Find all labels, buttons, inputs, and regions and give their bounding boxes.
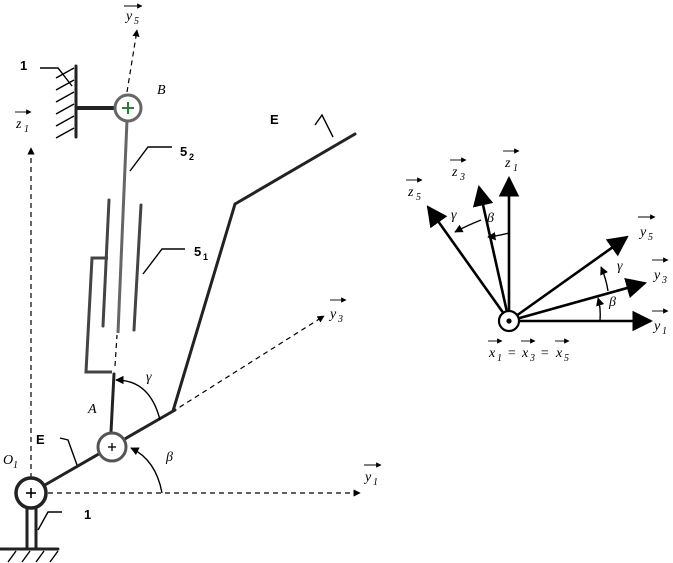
frame-label-z5: z xyxy=(407,185,414,200)
svg-text:x: x xyxy=(521,346,529,361)
frame-label-beta-top: β xyxy=(486,211,494,226)
joint-A xyxy=(96,431,128,463)
frame-label-gamma-right: γ xyxy=(617,259,623,274)
label-y3: y xyxy=(328,307,337,322)
label-point-O1: O xyxy=(3,453,13,468)
arc-gamma xyxy=(115,375,161,421)
frame-label-z1: z xyxy=(504,156,511,171)
frame-label-y3: y xyxy=(652,268,661,283)
label-part-E-top: E xyxy=(270,112,279,127)
label-z1-sub: 1 xyxy=(24,124,29,135)
svg-text:x: x xyxy=(555,346,563,361)
svg-text:1: 1 xyxy=(497,353,502,364)
leader-part-1-bottom xyxy=(37,511,62,531)
label-part-52-sub: 2 xyxy=(189,152,194,162)
link-52-rod-dash xyxy=(114,334,118,367)
frame-label-y1-sub: 1 xyxy=(662,326,667,337)
link-51-guide-right xyxy=(132,203,143,332)
leader-part-E-left xyxy=(59,437,78,466)
joint-B xyxy=(113,93,143,123)
frame-vec-y3 xyxy=(508,278,648,323)
frame-arc-gamma-top xyxy=(454,219,482,233)
svg-text:3: 3 xyxy=(529,353,535,364)
axis-y3 xyxy=(171,315,325,413)
link-52-rod xyxy=(116,119,129,334)
link-51-guide-left xyxy=(101,198,111,328)
link-51-stem xyxy=(109,372,116,434)
frame-arc-beta-right xyxy=(596,297,605,322)
label-y5: y xyxy=(124,9,133,24)
frame-label-y1: y xyxy=(652,319,661,334)
label-part-51: 5 xyxy=(194,244,201,259)
label-point-A: A xyxy=(87,402,97,417)
frame-label-z5-sub: 5 xyxy=(416,192,421,203)
frame-label-z3: z xyxy=(451,165,458,180)
frame-diagram xyxy=(426,175,654,333)
joint-O1 xyxy=(14,476,48,510)
frame-vec-y5 xyxy=(508,235,629,323)
label-part-51-sub: 1 xyxy=(203,252,208,262)
label-part-52: 5 xyxy=(180,144,187,159)
frame-label-y5-sub: 5 xyxy=(648,232,653,243)
frame-arc-beta-top xyxy=(487,231,510,241)
frame-label-gamma-top: γ xyxy=(451,208,457,223)
label-part-E-left: E xyxy=(36,432,45,447)
label-part-1-top: 1 xyxy=(20,58,27,73)
label-beta: β xyxy=(165,450,173,465)
frame-x-equality: x 1 = x 3 = x 5 xyxy=(488,338,570,364)
label-y1-sub: 1 xyxy=(373,477,378,488)
frame-label-y5: y xyxy=(638,225,647,240)
label-z1: z xyxy=(15,117,22,132)
axis-y5 xyxy=(126,29,140,93)
wall-ground-top xyxy=(55,64,118,139)
frame-vec-z3 xyxy=(472,184,511,322)
label-part-1-bottom: 1 xyxy=(84,507,91,522)
svg-text:=: = xyxy=(540,346,549,361)
frame-vec-z5 xyxy=(426,205,511,322)
frame-arc-gamma-right xyxy=(600,266,609,292)
svg-text:5: 5 xyxy=(564,353,569,364)
link-E-arm xyxy=(171,132,357,413)
label-gamma: γ xyxy=(146,370,152,385)
leader-part-1-top xyxy=(40,67,73,87)
label-y3-sub: 3 xyxy=(337,314,343,325)
link-51-cylinder xyxy=(84,256,112,374)
arc-beta xyxy=(130,447,163,494)
ground-base xyxy=(0,505,60,563)
leader-part-51 xyxy=(142,248,185,275)
svg-text:=: = xyxy=(507,346,516,361)
label-y1: y xyxy=(363,470,372,485)
frame-label-z3-sub: 3 xyxy=(459,172,465,183)
frame-label-beta-right: β xyxy=(608,295,616,310)
leader-part-52 xyxy=(129,146,172,172)
label-y5-sub: 5 xyxy=(134,16,139,27)
frame-label-z1-sub: 1 xyxy=(513,163,518,174)
svg-text:x: x xyxy=(488,346,496,361)
frame-label-y3-sub: 3 xyxy=(661,275,667,286)
label-point-O1-sub: 1 xyxy=(13,460,18,471)
label-point-B: B xyxy=(157,83,166,98)
leader-part-E-top xyxy=(314,113,334,138)
